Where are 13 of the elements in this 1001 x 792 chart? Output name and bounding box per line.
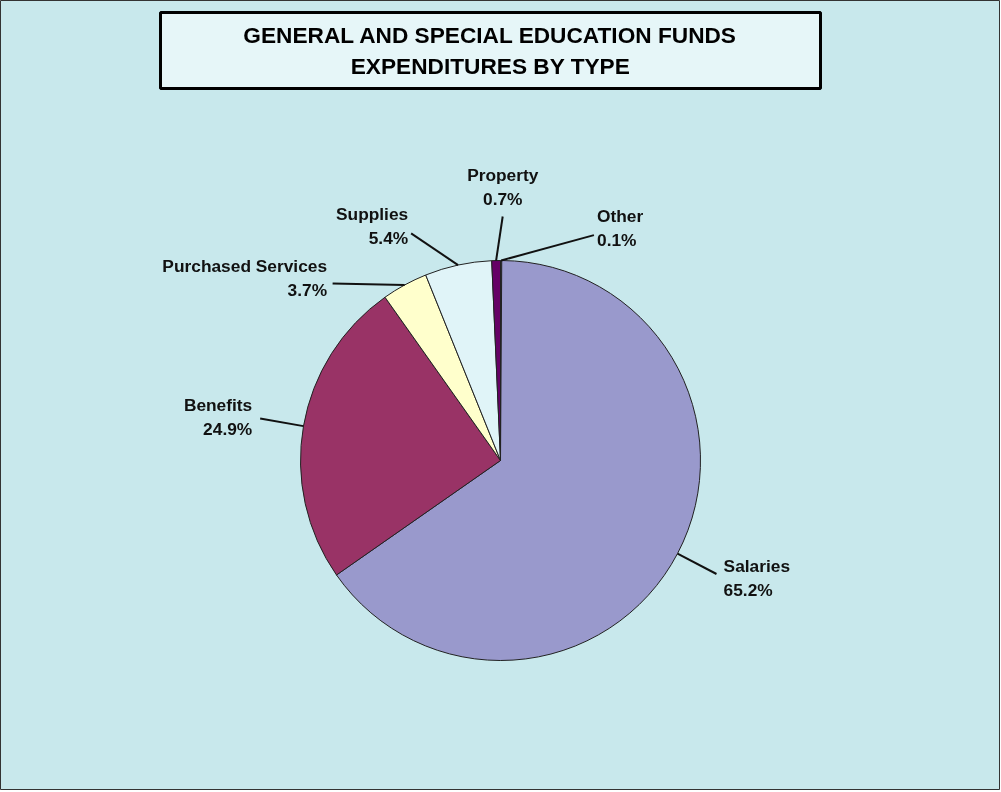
slice-label: Benefits: [183, 395, 253, 416]
data-label: 0.7%: [483, 188, 523, 209]
slice-label: Supplies: [335, 204, 409, 225]
slice-label: Purchased Services: [162, 255, 328, 276]
slice-label: Other: [597, 205, 644, 226]
data-label: 3.7%: [287, 279, 328, 300]
data-label: 0.1%: [597, 229, 637, 250]
data-label: 24.9%: [203, 419, 253, 440]
data-label: 65.2%: [723, 579, 773, 600]
chart-title: GENERAL AND SPECIAL EDUCATION FUNDS EXPENDITURES BY TYPE: [243, 21, 736, 80]
data-label: 5.4%: [368, 228, 409, 249]
slice-label: Salaries: [723, 555, 791, 576]
slice-label: Property: [467, 164, 539, 185]
